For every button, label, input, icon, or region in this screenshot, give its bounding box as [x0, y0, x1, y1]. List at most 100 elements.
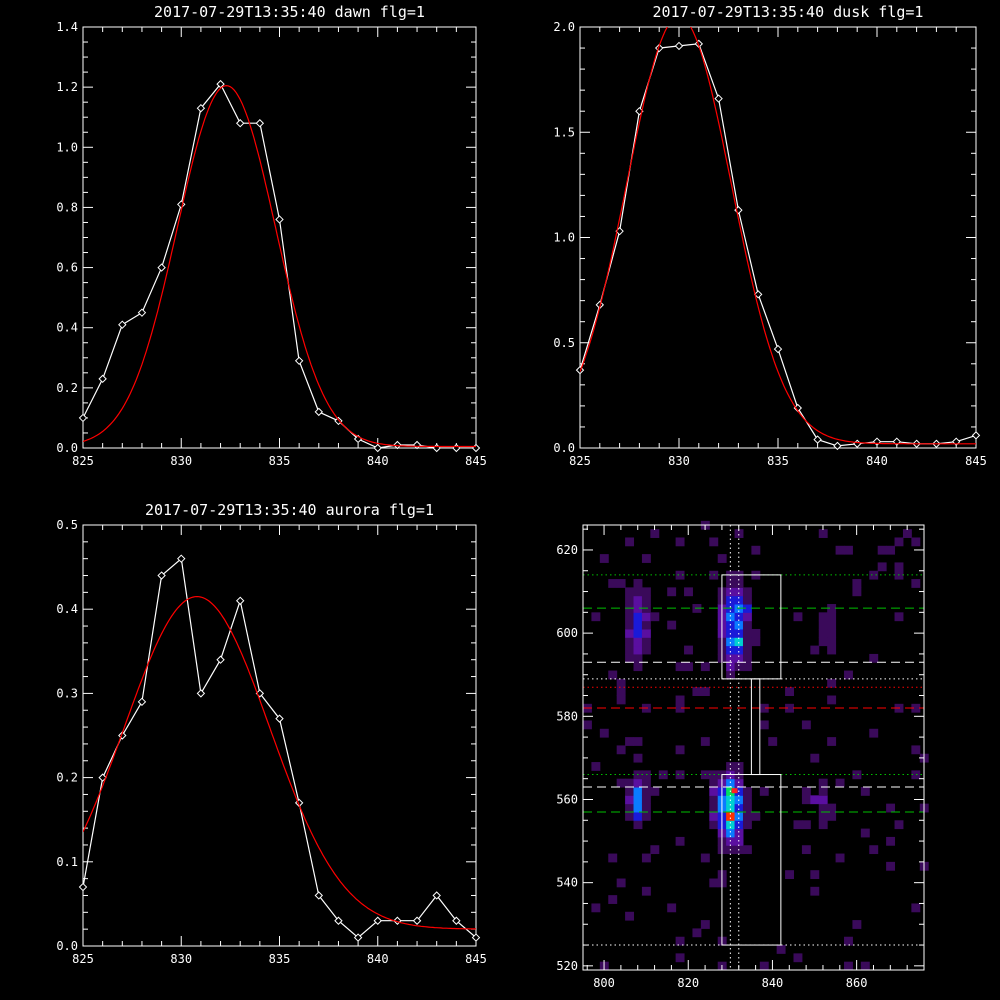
x-tick-label: 845 — [965, 454, 987, 468]
data-point — [753, 290, 763, 299]
x-tick-label: 840 — [367, 952, 389, 966]
heatmap-cell — [633, 737, 643, 746]
heatmap-cell — [734, 587, 744, 597]
heatmap-cell — [692, 928, 702, 938]
heatmap-peak — [731, 788, 738, 794]
heatmap-cell — [827, 645, 837, 655]
heatmap-cell — [818, 795, 828, 805]
heatmap-cell — [818, 820, 828, 830]
heatmap-cell — [591, 762, 601, 771]
heatmap-cell — [835, 778, 845, 788]
heatmap-cell — [734, 579, 744, 588]
heatmap-cell — [726, 762, 736, 771]
heatmap-cell — [625, 628, 635, 638]
x-tick-label: 830 — [170, 454, 192, 468]
data-line — [83, 557, 476, 939]
heatmap-cell — [734, 778, 744, 788]
heatmap-cell — [844, 670, 853, 680]
y-tick-label: 620 — [556, 543, 578, 557]
heatmap-cell — [675, 695, 685, 705]
heatmap-cell — [684, 645, 693, 655]
heatmap-cell — [641, 811, 651, 821]
heatmap-cell — [692, 687, 702, 697]
heatmap-cell — [911, 745, 921, 755]
heatmap-cell — [785, 870, 794, 880]
heatmap-cell — [726, 828, 736, 838]
heatmap-cell — [633, 645, 643, 655]
heatmap-cell — [793, 820, 803, 830]
heatmap-cell — [835, 853, 845, 863]
heatmap-cell — [650, 845, 660, 855]
y-tick-label: 1.0 — [553, 231, 575, 245]
x-tick-label: 820 — [677, 976, 699, 990]
x-tick-label: 840 — [367, 454, 389, 468]
heatmap-cell — [608, 670, 618, 680]
heatmap-cell — [641, 554, 651, 563]
data-point — [813, 435, 822, 444]
heatmap-cell — [801, 820, 811, 830]
heatmap-cell — [751, 637, 761, 647]
heatmap-cell — [827, 678, 837, 688]
heatmap-cell — [625, 811, 635, 821]
data-point — [235, 119, 245, 128]
heatmap-cell — [734, 529, 744, 538]
plot-frame — [82, 26, 477, 449]
heatmap-cell — [734, 762, 744, 771]
heatmap-cell — [776, 945, 786, 954]
heatmap-cell — [675, 662, 685, 672]
heatmap-cell — [877, 545, 887, 555]
heatmap-cell — [742, 604, 752, 613]
heatmap-cell — [700, 920, 710, 929]
heatmap-cell — [633, 628, 643, 638]
heatmap-cell — [616, 878, 626, 888]
data-point — [216, 655, 225, 664]
data-point — [118, 320, 127, 329]
heatmap-cell — [818, 803, 828, 813]
heatmap-cell — [709, 811, 719, 821]
heatmap-cell — [633, 587, 643, 597]
heatmap-cell — [810, 795, 820, 805]
y-tick-label: 0.2 — [56, 771, 78, 785]
heatmap-cell — [726, 820, 736, 830]
x-tick-label: 840 — [866, 454, 888, 468]
heatmap-cell — [726, 778, 736, 788]
heatmap-cell — [810, 886, 820, 896]
heatmap-cell — [726, 612, 736, 622]
data-point — [412, 916, 422, 925]
heatmap-cell — [801, 795, 811, 805]
heatmap-cell — [625, 645, 635, 655]
x-tick-label: 845 — [465, 454, 487, 468]
heatmap-cell — [709, 778, 719, 788]
heatmap-cell — [793, 953, 803, 963]
heatmap-cell — [641, 620, 651, 630]
heatmap-cell — [641, 886, 651, 896]
data-point — [196, 689, 206, 698]
data-point — [98, 374, 107, 384]
heatmap-cell — [742, 653, 752, 663]
x-tick-label: 845 — [465, 952, 487, 966]
chart-title: 2017-07-29T13:35:40 dusk flg=1 — [653, 3, 924, 21]
data-point — [432, 891, 441, 900]
heatmap-cell — [667, 903, 677, 913]
heatmap-cell — [818, 620, 828, 630]
x-tick-label: 835 — [269, 454, 291, 468]
y-tick-label: 580 — [556, 709, 578, 723]
y-tick-label: 0.0 — [56, 441, 78, 455]
data-point — [773, 344, 783, 354]
heatmap-cell — [852, 920, 862, 929]
heatmap-cell — [742, 820, 752, 830]
data-point — [235, 596, 245, 605]
chart-title: 2017-07-29T13:35:40 aurora flg=1 — [145, 501, 434, 519]
y-tick-label: 1.0 — [56, 140, 78, 154]
data-point — [137, 308, 147, 317]
heatmap-cell — [818, 612, 828, 622]
data-point — [833, 441, 842, 451]
heatmap-cell — [734, 803, 744, 813]
heatmap-cell — [742, 645, 752, 655]
heatmap-cell — [742, 811, 752, 821]
heatmap-cell — [860, 787, 870, 796]
heatmap-cell — [793, 612, 803, 622]
heatmap-cell — [911, 579, 921, 588]
heatmap-cell — [684, 662, 693, 672]
heatmap-cell — [911, 770, 921, 780]
